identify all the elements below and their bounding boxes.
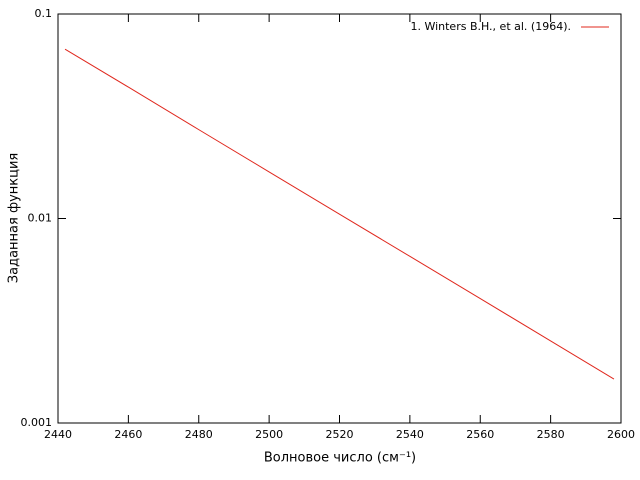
x-tick-label: 2500 bbox=[255, 428, 283, 441]
legend-label: 1. Winters B.H., et al. (1964). bbox=[410, 20, 571, 33]
x-tick-label: 2520 bbox=[326, 428, 354, 441]
x-tick-label: 2460 bbox=[114, 428, 142, 441]
x-tick-label: 2600 bbox=[607, 428, 635, 441]
data-line bbox=[64, 48, 615, 380]
x-tick-label: 2540 bbox=[396, 428, 424, 441]
y-axis-label: Заданная функция bbox=[7, 153, 22, 283]
y-tick-label: 0.01 bbox=[28, 212, 53, 225]
x-tick-label: 2440 bbox=[44, 428, 72, 441]
plot-frame bbox=[57, 13, 622, 424]
x-tick-label: 2480 bbox=[185, 428, 213, 441]
y-tick-label: 0.001 bbox=[21, 416, 53, 429]
x-tick-label: 2560 bbox=[466, 428, 494, 441]
x-axis-label: Волновое число (см⁻¹) bbox=[264, 451, 416, 466]
y-tick-label: 0.1 bbox=[35, 7, 53, 20]
x-tick-label: 2580 bbox=[537, 428, 565, 441]
